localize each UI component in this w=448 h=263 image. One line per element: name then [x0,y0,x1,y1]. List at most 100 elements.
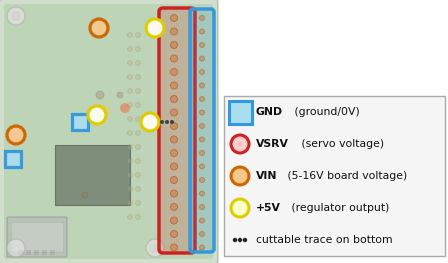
FancyBboxPatch shape [18,250,23,255]
Circle shape [171,244,177,251]
Circle shape [171,163,177,170]
Circle shape [128,173,133,178]
Circle shape [199,69,204,74]
Circle shape [171,109,177,116]
FancyBboxPatch shape [26,250,31,255]
FancyBboxPatch shape [0,0,218,263]
Circle shape [171,14,177,22]
Circle shape [199,205,204,210]
Circle shape [170,120,174,124]
Circle shape [171,136,177,143]
Circle shape [135,47,141,52]
Circle shape [128,200,133,205]
Circle shape [135,89,141,94]
FancyBboxPatch shape [4,150,21,166]
Circle shape [7,7,25,25]
Circle shape [128,117,133,122]
Circle shape [171,217,177,224]
Circle shape [128,144,133,149]
Circle shape [128,33,133,38]
Circle shape [171,230,177,237]
Circle shape [233,238,237,242]
Circle shape [199,245,204,250]
Circle shape [199,178,204,183]
Circle shape [128,89,133,94]
FancyBboxPatch shape [4,4,213,259]
Circle shape [199,83,204,88]
Circle shape [171,149,177,156]
Circle shape [171,190,177,197]
Circle shape [199,191,204,196]
Circle shape [135,130,141,135]
Circle shape [165,120,169,124]
Circle shape [231,199,249,217]
Circle shape [171,176,177,184]
Text: (servo voltage): (servo voltage) [298,139,384,149]
Circle shape [150,243,160,253]
Circle shape [128,215,133,220]
Circle shape [90,19,108,37]
Circle shape [135,186,141,191]
Circle shape [199,164,204,169]
Text: VIN: VIN [256,171,277,181]
Text: (ground/0V): (ground/0V) [291,107,360,117]
Circle shape [135,159,141,164]
FancyBboxPatch shape [224,96,445,256]
Circle shape [171,204,177,210]
Circle shape [135,200,141,205]
Circle shape [199,137,204,142]
Circle shape [128,60,133,65]
Text: cuttable trace on bottom: cuttable trace on bottom [256,235,392,245]
Circle shape [120,103,130,113]
Circle shape [88,106,106,124]
Circle shape [171,55,177,62]
FancyBboxPatch shape [228,100,251,124]
Circle shape [141,113,159,131]
Circle shape [199,16,204,21]
Text: (regulator output): (regulator output) [288,203,389,213]
Circle shape [238,238,242,242]
Circle shape [199,124,204,129]
Text: VSRV: VSRV [256,139,289,149]
Circle shape [135,74,141,79]
FancyBboxPatch shape [42,250,47,255]
Circle shape [135,33,141,38]
Circle shape [231,167,249,185]
Circle shape [199,97,204,102]
FancyBboxPatch shape [55,145,130,205]
FancyBboxPatch shape [50,250,55,255]
Circle shape [117,92,123,98]
Circle shape [135,215,141,220]
Circle shape [171,68,177,75]
Circle shape [231,135,249,153]
Circle shape [135,60,141,65]
Circle shape [171,28,177,35]
FancyBboxPatch shape [159,8,195,253]
Circle shape [7,126,25,144]
Circle shape [146,19,164,37]
Circle shape [199,29,204,34]
Circle shape [11,11,21,21]
Circle shape [135,117,141,122]
FancyBboxPatch shape [4,4,213,259]
Circle shape [96,91,104,99]
Circle shape [128,186,133,191]
FancyBboxPatch shape [72,114,87,129]
Circle shape [135,103,141,108]
Circle shape [135,173,141,178]
Circle shape [82,192,88,198]
FancyBboxPatch shape [190,9,214,252]
FancyBboxPatch shape [34,250,39,255]
Circle shape [7,239,25,257]
Circle shape [128,47,133,52]
Circle shape [160,120,164,124]
FancyBboxPatch shape [11,222,63,252]
Circle shape [100,105,110,115]
Circle shape [171,123,177,129]
Circle shape [199,56,204,61]
Circle shape [171,42,177,48]
Circle shape [146,239,164,257]
Circle shape [199,231,204,236]
Circle shape [243,238,247,242]
Text: (5-16V board voltage): (5-16V board voltage) [284,171,407,181]
